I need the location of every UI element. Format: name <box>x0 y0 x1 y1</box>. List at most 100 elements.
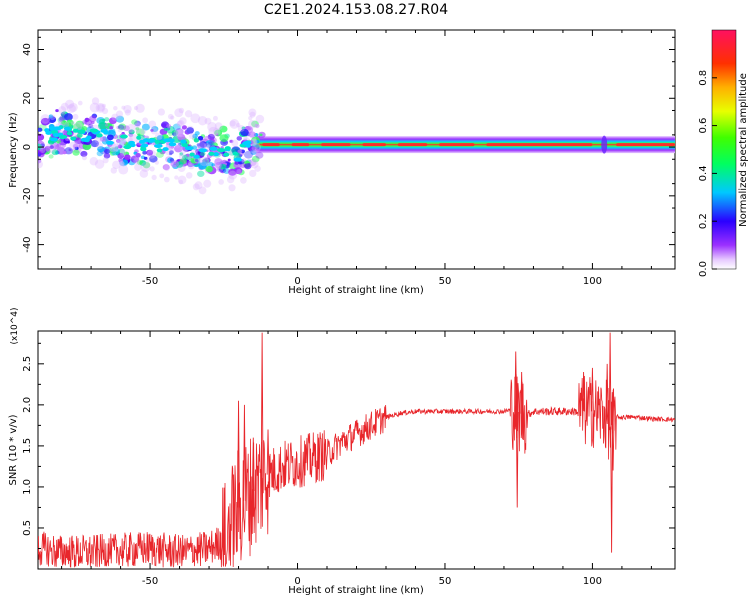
snr-xlabel: Height of straight line (km) <box>288 585 424 596</box>
colorbar: 0.0 0.2 0.4 0.6 0.8 Normalized spectral ampl… <box>698 29 749 277</box>
spectrogram-halo <box>139 169 149 178</box>
spectrogram-core <box>216 148 226 153</box>
snr-spike <box>260 332 264 479</box>
spectrogram-halo <box>174 175 179 180</box>
spectrogram-halo <box>154 132 163 141</box>
spectrogram-core <box>208 151 215 156</box>
spectrogram-halo <box>133 157 140 165</box>
spectrogram-halo <box>199 156 210 167</box>
spectrogram-halo <box>240 177 247 184</box>
figure-title: C2E1.2024.153.08.27.R04 <box>264 2 448 18</box>
spectrogram-halo <box>250 138 258 146</box>
spectrogram-blob <box>109 125 114 130</box>
spectrogram-ytick-label: -40 <box>22 236 33 252</box>
spectrogram-blob <box>205 165 214 173</box>
spectrogram-blob <box>204 135 210 141</box>
snr-plot-area <box>38 332 675 568</box>
snr-frame <box>37 330 676 570</box>
spectrogram-blob <box>156 134 165 142</box>
spectrogram-blob <box>182 154 189 160</box>
snr-spike <box>251 437 255 492</box>
spectrogram-blob <box>252 143 257 147</box>
spectrogram-blob <box>255 139 260 144</box>
spectrogram-halo <box>89 156 99 166</box>
spectrogram-halo <box>249 169 257 178</box>
spectrogram-blob <box>146 149 154 156</box>
spectrogram-halo <box>140 128 147 135</box>
spectrogram-halo <box>112 160 121 170</box>
spectrogram-halo <box>154 160 159 165</box>
spectrogram-halo <box>167 113 174 120</box>
spectrogram-halo <box>145 158 151 163</box>
spectrogram-ylabel: Frequency (Hz) <box>8 112 19 188</box>
spectrogram-halo <box>218 179 224 185</box>
spectrogram-blob <box>150 129 154 132</box>
spectrogram-ytick-label: 20 <box>22 92 33 105</box>
spectrogram-blob <box>236 136 242 141</box>
spectrogram-halo <box>102 157 109 164</box>
snr-spike <box>520 372 523 414</box>
spectrogram-halo <box>97 104 105 112</box>
spectrogram-halo <box>77 100 83 106</box>
spectrogram-blob <box>208 136 217 144</box>
spectrogram-blob <box>64 147 74 155</box>
spectrogram-blob <box>88 123 94 129</box>
spectrogram-halo <box>94 159 105 169</box>
spectrogram-halo <box>111 113 119 121</box>
spectrogram-blob <box>251 155 260 163</box>
spectrogram-halo <box>134 163 142 171</box>
spectrogram-blob <box>192 133 198 139</box>
spectrogram-core <box>119 134 128 139</box>
spectrogram-blob <box>99 136 107 142</box>
spectrogram-halo <box>135 152 141 159</box>
spectrogram-core <box>198 148 208 153</box>
spectrogram-blob <box>49 145 54 149</box>
spectrogram-core <box>181 143 189 148</box>
spectrogram-blob <box>246 126 252 131</box>
snr-spike <box>515 412 519 508</box>
spectrogram-halo <box>237 125 245 133</box>
spectrogram-halo <box>40 114 51 124</box>
spectrogram-halo <box>170 115 175 120</box>
spectrogram-blob <box>181 125 188 130</box>
snr-spike <box>605 363 609 418</box>
spectrogram-halo <box>119 160 125 167</box>
spectrogram-halo <box>185 172 193 179</box>
spectrogram-blob <box>193 138 200 143</box>
spectrogram-blob <box>118 123 127 131</box>
spectrogram-blob <box>255 151 264 159</box>
spectrogram-halo <box>65 99 75 109</box>
spectrogram-blob <box>118 124 125 130</box>
spectrogram-blob <box>38 127 43 132</box>
spectrogram-blob <box>44 146 51 152</box>
snr-ytick-label: 2.0 <box>22 397 33 413</box>
spectrogram-blob <box>97 146 105 153</box>
snr-ytick-label: 0.5 <box>22 520 33 536</box>
spectrogram-halo <box>108 143 118 153</box>
spectrogram-blob <box>248 131 256 138</box>
spectrogram-blob <box>135 128 145 137</box>
spectrogram-blob <box>61 120 67 125</box>
snr-spike <box>243 404 246 501</box>
spectrogram-blob <box>259 133 263 137</box>
spectrogram-blob <box>197 136 204 141</box>
colorbar-tick-label: 0.6 <box>698 118 709 134</box>
spectrogram-core <box>156 148 163 153</box>
spectrogram-blob <box>169 150 174 155</box>
spectrogram-halo <box>117 128 122 133</box>
spectrogram-halo <box>251 139 257 145</box>
spectrogram-blob <box>171 132 177 137</box>
spectrogram-blob <box>48 114 54 119</box>
spectrogram-core <box>66 131 73 136</box>
spectrogram-core <box>100 128 108 133</box>
spectrogram-halo <box>151 174 157 181</box>
spectrogram-core <box>63 126 71 131</box>
spectrogram-blob <box>229 139 233 143</box>
spectrogram-xtick-label: 100 <box>583 276 602 287</box>
snr-ytick-label: 2.5 <box>22 356 33 372</box>
spectrogram-xlabel: Height of straight line (km) <box>288 285 424 296</box>
spectrogram-ytick-label: 40 <box>22 43 33 56</box>
spectrogram-halo <box>236 168 242 175</box>
spectrogram-blob <box>243 150 253 159</box>
spectrogram-blob <box>197 170 205 177</box>
